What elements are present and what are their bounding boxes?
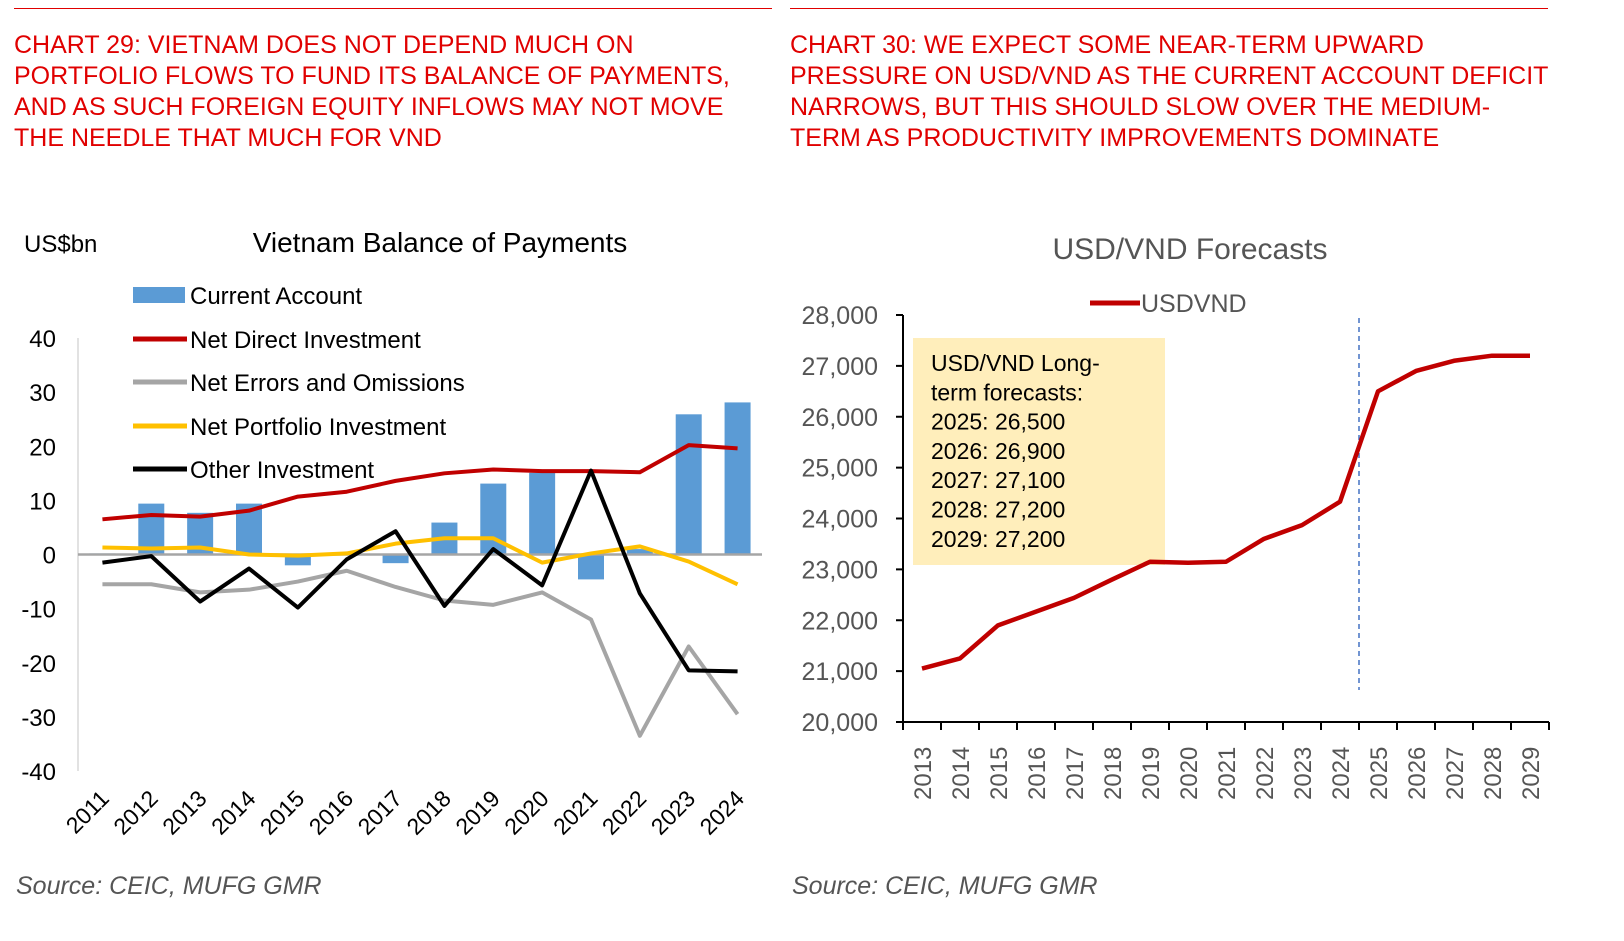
left-y-tick-label: 0	[43, 543, 56, 570]
right-x-tick-label: 2016	[1024, 747, 1051, 800]
right-x-tick-label: 2017	[1062, 747, 1089, 800]
right-x-tick-label: 2028	[1480, 747, 1507, 800]
left-source: Source: CEIC, MUFG GMR	[16, 872, 322, 900]
left-x-tick-label: 2021	[548, 785, 603, 840]
current-account-bar	[284, 554, 311, 566]
current-account-bar	[626, 549, 653, 555]
right-x-tick-label: 2013	[910, 747, 937, 800]
legend-label-usdvnd: USDVND	[1141, 290, 1247, 318]
right-x-tick-label: 2021	[1214, 747, 1241, 800]
left-chart: 403020100-10-20-30-402011201220132014201…	[21, 283, 762, 840]
left-x-tick-label: 2012	[108, 785, 163, 840]
right-x-tick-label: 2018	[1100, 747, 1127, 800]
left-y-tick-label: -20	[21, 651, 56, 678]
right-header-rule	[790, 8, 1548, 9]
current-account-bar	[724, 402, 751, 555]
current-account-bar	[578, 554, 604, 580]
legend-swatch-current-account	[133, 287, 185, 303]
right-y-tick-label: 22,000	[802, 607, 878, 635]
right-x-tick-label: 2019	[1138, 747, 1165, 800]
forecast-annotation-line: 2025: 26,500	[931, 409, 1065, 435]
left-x-tick-label: 2014	[206, 785, 261, 840]
right-x-tick-label: 2027	[1442, 747, 1469, 800]
left-x-tick-label: 2020	[499, 785, 554, 840]
left-y-tick-label: -30	[21, 705, 56, 732]
left-x-tick-label: 2017	[353, 785, 408, 840]
legend-label: Net Direct Investment	[190, 327, 421, 354]
forecast-annotation-line: USD/VND Long-	[931, 350, 1100, 376]
legend-label: Other Investment	[190, 457, 374, 484]
series-line-net-errors-and-omissions	[102, 568, 740, 738]
left-x-tick-label: 2015	[255, 785, 310, 840]
legend-label: Net Errors and Omissions	[190, 370, 465, 397]
right-y-tick-label: 27,000	[802, 353, 878, 381]
left-x-tick-label: 2024	[695, 785, 750, 840]
series-line-usdvnd	[921, 353, 1530, 671]
forecast-annotation-line: 2029: 27,200	[931, 526, 1065, 552]
forecast-annotation-box	[913, 338, 1165, 565]
current-account-bar	[138, 503, 165, 555]
left-y-tick-label: 20	[29, 434, 56, 461]
series-line-net-portfolio-investment	[102, 536, 739, 587]
right-x-tick-label: 2029	[1518, 747, 1545, 800]
legend-label: Current Account	[190, 283, 362, 310]
left-x-tick-label: 2019	[450, 785, 505, 840]
left-y-tick-label: 10	[29, 488, 56, 515]
forecast-annotation-line: 2028: 27,200	[931, 497, 1065, 523]
right-chart-header: Chart 30: We expect some near-term upwar…	[790, 31, 1548, 152]
left-chart-header: Chart 29: Vietnam does not depend much o…	[14, 31, 730, 152]
right-y-tick-label: 23,000	[802, 556, 878, 584]
right-x-tick-label: 2015	[986, 747, 1013, 800]
left-x-tick-label: 2011	[61, 785, 114, 838]
right-x-tick-label: 2024	[1328, 747, 1355, 800]
left-y-tick-label: -40	[21, 759, 56, 786]
left-y-tick-label: 40	[29, 326, 56, 353]
left-x-tick-label: 2023	[646, 785, 701, 840]
right-y-tick-label: 24,000	[802, 506, 878, 534]
right-source: Source: CEIC, MUFG GMR	[792, 872, 1098, 900]
left-x-tick-label: 2018	[401, 785, 456, 840]
right-y-tick-label: 28,000	[802, 302, 878, 330]
right-x-tick-label: 2022	[1252, 747, 1279, 800]
left-chart-title: Vietnam Balance of Payments	[253, 227, 628, 258]
current-account-bar	[529, 472, 556, 555]
right-x-tick-label: 2026	[1404, 747, 1431, 800]
right-x-tick-label: 2023	[1290, 747, 1317, 800]
current-account-bar	[382, 554, 409, 564]
right-y-tick-label: 25,000	[802, 455, 878, 483]
series-line-other-investment	[102, 468, 738, 674]
legend-label: Net Portfolio Investment	[190, 414, 446, 441]
forecast-annotation-line: 2027: 27,100	[931, 467, 1065, 493]
right-x-tick-label: 2025	[1366, 747, 1393, 800]
right-x-tick-label: 2020	[1176, 747, 1203, 800]
right-chart-title: USD/VND Forecasts	[1052, 233, 1327, 266]
left-ylabel: US$bn	[24, 231, 97, 258]
right-y-tick-label: 21,000	[802, 658, 878, 686]
left-y-tick-label: -10	[21, 597, 56, 624]
right-x-tick-label: 2014	[948, 747, 975, 800]
right-chart: USD/VND Long-term forecasts: 2025: 26,500…	[802, 290, 1550, 800]
forecast-annotation-line: 2026: 26,900	[931, 438, 1065, 464]
forecast-annotation-line: term forecasts:	[931, 379, 1083, 405]
right-y-tick-label: 26,000	[802, 404, 878, 432]
series-line-net-direct-investment	[102, 443, 738, 522]
left-y-tick-label: 30	[29, 380, 56, 407]
right-y-tick-label: 20,000	[802, 709, 878, 737]
left-header-rule	[14, 8, 772, 9]
left-x-tick-label: 2016	[304, 785, 359, 840]
current-account-bar	[675, 414, 702, 555]
left-x-tick-label: 2022	[597, 785, 652, 840]
left-x-tick-label: 2013	[157, 785, 212, 840]
